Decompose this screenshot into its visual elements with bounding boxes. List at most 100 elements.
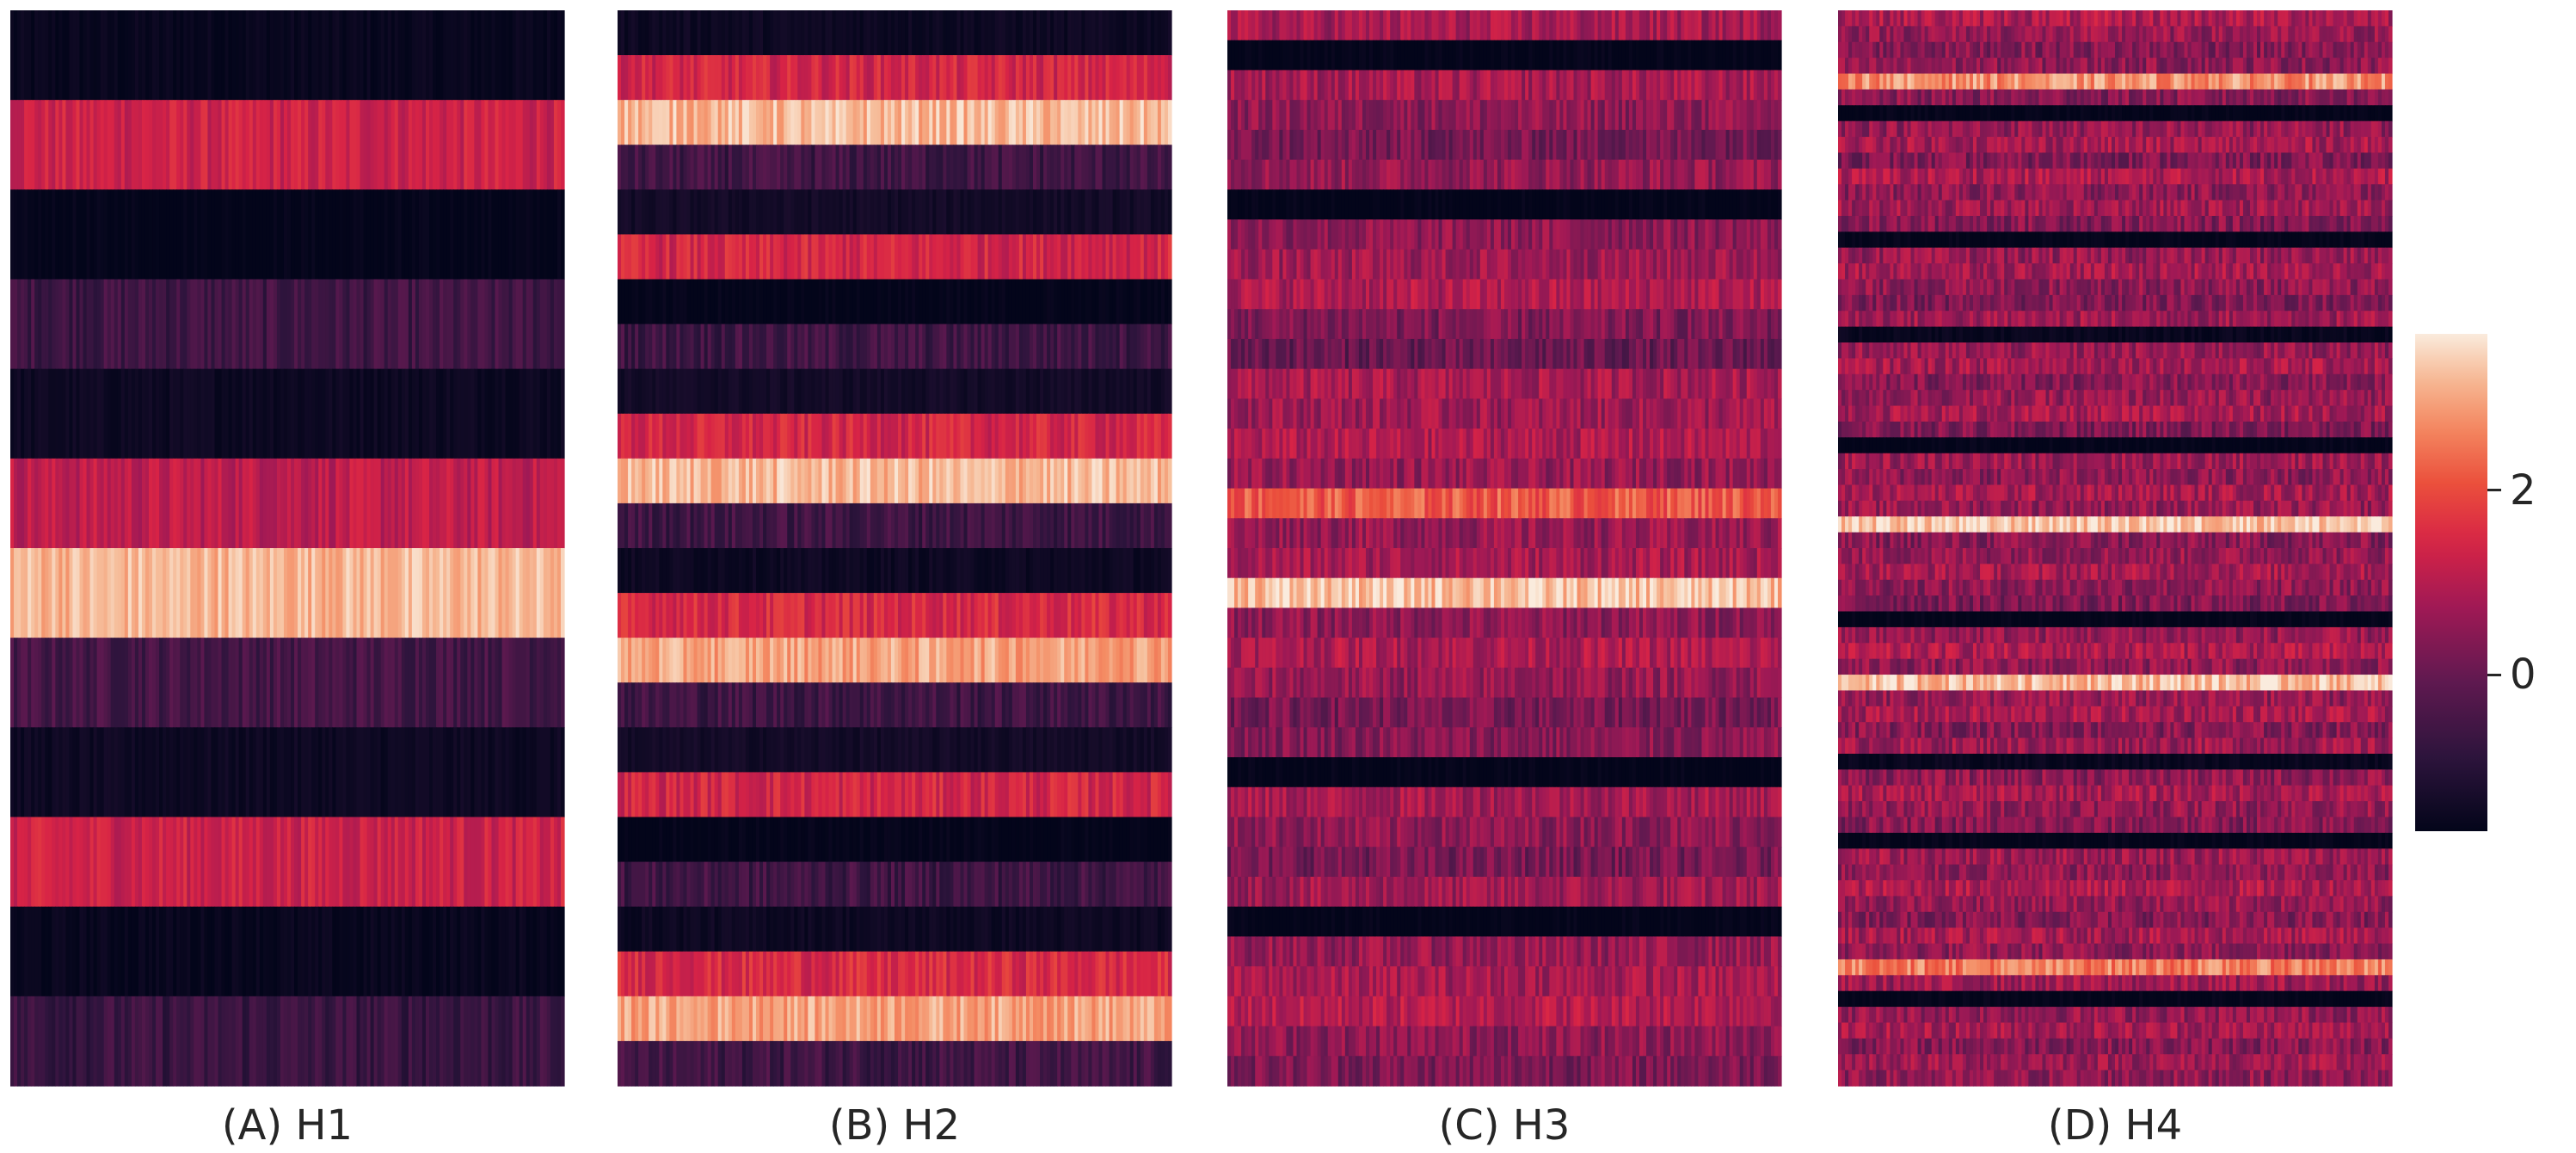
heatmap-cell (135, 100, 139, 190)
heatmap-cell (446, 189, 451, 280)
heatmap-cell (491, 280, 495, 370)
heatmap-cell (14, 459, 18, 549)
heatmap-cell (516, 727, 520, 817)
heatmap-cell (24, 817, 28, 908)
heatmap-cell (52, 548, 56, 638)
heatmap-cell (537, 638, 541, 728)
heatmap-cell (318, 727, 323, 817)
heatmap-cell (101, 638, 105, 728)
heatmap-cell (450, 280, 454, 370)
heatmap-cell (298, 189, 302, 280)
heatmap-cell (460, 189, 464, 280)
heatmap-cell (173, 189, 177, 280)
heatmap-cell (166, 817, 170, 908)
heatmap-cell (243, 280, 247, 370)
heatmap-cell (540, 817, 544, 908)
heatmap-cell (371, 280, 375, 370)
heatmap-cell (176, 369, 181, 459)
heatmap-cell (301, 548, 305, 638)
heatmap-cell (104, 369, 108, 459)
heatmap-cell (388, 100, 392, 190)
heatmap-cell (342, 817, 347, 908)
heatmap-cell (176, 548, 181, 638)
heatmap-cell (58, 727, 63, 817)
heatmap-cell (173, 280, 177, 370)
heatmap-cell (530, 10, 534, 101)
heatmap-cell (488, 548, 492, 638)
heatmap-cell (384, 280, 389, 370)
heatmap-cell (374, 638, 378, 728)
heatmap-cell (391, 638, 396, 728)
heatmap-cell (62, 907, 66, 997)
heatmap-cell (41, 280, 46, 370)
heatmap-cell (322, 817, 326, 908)
heatmap-cell (187, 548, 191, 638)
heatmap-cell (274, 10, 278, 101)
heatmap-cell (87, 638, 91, 728)
heatmap-cell (509, 10, 513, 101)
heatmap-cell (446, 100, 451, 190)
heatmap-cell (180, 817, 184, 908)
heatmap-cell (460, 459, 464, 549)
heatmap-cell (284, 727, 288, 817)
heatmap-cell (349, 189, 354, 280)
heatmap-cell (87, 280, 91, 370)
heatmap-cell (132, 907, 136, 997)
heatmap-cell (211, 369, 215, 459)
heatmap-cell (481, 817, 485, 908)
heatmap-cell (10, 638, 15, 728)
heatmap-cell (446, 459, 451, 549)
heatmap-cell (384, 817, 389, 908)
heatmap-cell (149, 727, 153, 817)
heatmap-cell (533, 369, 538, 459)
heatmap-cell (31, 189, 35, 280)
heatmap-cell (405, 100, 409, 190)
heatmap-cell (52, 280, 56, 370)
heatmap-cell (530, 817, 534, 908)
heatmap-cell (159, 817, 163, 908)
heatmap-cell (45, 817, 49, 908)
heatmap-cell (322, 189, 326, 280)
heatmap-cell (204, 727, 208, 817)
heatmap-cell (83, 638, 88, 728)
heatmap-cell (322, 459, 326, 549)
heatmap-cell (94, 907, 98, 997)
heatmap-cell (149, 548, 153, 638)
heatmap-cell (287, 638, 292, 728)
heatmap-cell (121, 10, 126, 101)
heatmap-cell (547, 548, 551, 638)
heatmap-cell (108, 638, 112, 728)
heatmap-cell (114, 280, 119, 370)
heatmap-cell (145, 100, 150, 190)
heatmap-cell (557, 727, 562, 817)
heatmap-cell (398, 548, 403, 638)
heatmap-cell (412, 280, 416, 370)
heatmap-cell (204, 817, 208, 908)
heatmap-cell (204, 459, 208, 549)
heatmap-cell (280, 280, 285, 370)
heatmap-cell (284, 189, 288, 280)
heatmap-cell (214, 10, 218, 101)
heatmap-cell (176, 459, 181, 549)
heatmap-cell (48, 727, 52, 817)
heatmap-cell (378, 459, 382, 549)
heatmap-cell (391, 459, 396, 549)
heatmap-cell (457, 100, 461, 190)
heatmap-cell (232, 548, 237, 638)
heatmap-cell (346, 189, 350, 280)
heatmap-cell (41, 907, 46, 997)
heatmap-cell (561, 10, 565, 101)
heatmap-cell (495, 280, 500, 370)
heatmap-cell (246, 907, 250, 997)
heatmap-cell (353, 280, 357, 370)
heatmap-cell (561, 369, 565, 459)
heatmap-cell (284, 280, 288, 370)
heatmap-cell (291, 189, 295, 280)
heatmap-cell (395, 459, 399, 549)
heatmap-cell (429, 548, 433, 638)
heatmap-cell (405, 548, 409, 638)
heatmap-cell (554, 459, 558, 549)
heatmap-cell (405, 10, 409, 101)
heatmap-cell (169, 100, 174, 190)
heatmap-cell (31, 100, 35, 190)
